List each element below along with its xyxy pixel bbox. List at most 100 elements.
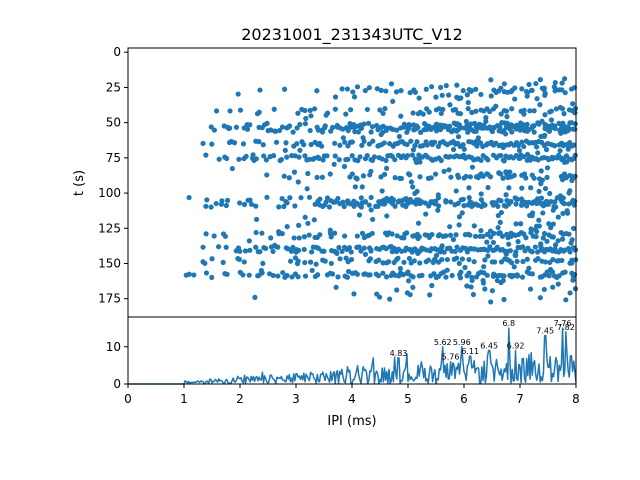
raster-point [410, 147, 417, 153]
raster-point [344, 86, 351, 92]
raster-point [487, 108, 493, 115]
raster-point [404, 290, 410, 296]
raster-point [462, 264, 468, 271]
raster-point [474, 139, 480, 145]
x-tick-label: 2 [236, 392, 244, 406]
raster-point [447, 102, 453, 108]
raster-point [203, 231, 209, 237]
raster-point [368, 207, 374, 213]
raster-point [526, 81, 532, 88]
raster-point [509, 129, 515, 135]
raster-point [517, 120, 524, 126]
raster-point [324, 153, 330, 159]
raster-point [420, 111, 426, 117]
raster-point [257, 87, 263, 93]
raster-point [381, 140, 387, 146]
raster-point [414, 188, 420, 195]
raster-point [454, 82, 460, 88]
raster-point [439, 243, 445, 249]
raster-point [357, 154, 363, 160]
raster-point [332, 94, 339, 100]
raster-point [519, 274, 526, 280]
raster-point [539, 118, 545, 124]
raster-point [500, 278, 506, 284]
raster-point [332, 140, 338, 146]
raster-point [270, 248, 276, 255]
raster-point [572, 105, 579, 112]
raster-point [267, 154, 273, 160]
raster-point [312, 201, 318, 207]
raster-point [378, 131, 384, 138]
raster-point [497, 124, 503, 130]
raster-point [203, 203, 209, 209]
raster-point [380, 270, 386, 276]
raster-point [553, 106, 559, 112]
raster-point [236, 156, 242, 162]
raster-point [247, 122, 253, 128]
raster-point [514, 258, 520, 265]
raster-point [504, 120, 510, 126]
raster-point [233, 124, 240, 130]
raster-point [295, 110, 301, 116]
raster-point [366, 141, 372, 147]
raster-point [304, 186, 310, 192]
raster-point [444, 256, 450, 263]
raster-point [296, 235, 302, 241]
raster-point [280, 270, 286, 276]
raster-point [203, 270, 210, 276]
raster-point [555, 214, 561, 220]
raster-point [204, 197, 210, 203]
raster-point [237, 248, 243, 254]
raster-point [361, 121, 367, 127]
x-tick-label: 0 [124, 392, 132, 406]
raster-point [568, 86, 575, 92]
raster-point [422, 200, 428, 206]
raster-point [538, 243, 544, 249]
raster-point [466, 195, 472, 201]
peak-label: 6.8 [502, 319, 515, 328]
raster-point [361, 245, 367, 251]
raster-point [498, 259, 505, 265]
raster-point [417, 260, 423, 266]
raster-point [396, 198, 402, 204]
raster-point [354, 233, 360, 239]
raster-point [359, 184, 365, 190]
raster-point [394, 287, 400, 293]
raster-point [466, 270, 472, 276]
raster-point [478, 191, 484, 197]
raster-point [572, 286, 579, 292]
raster-point [222, 233, 228, 239]
peak-label: 4.83 [390, 349, 408, 358]
raster-point [250, 152, 256, 158]
raster-point [543, 147, 550, 153]
raster-point [504, 231, 510, 237]
raster-point [557, 148, 563, 154]
raster-point [532, 199, 538, 206]
raster-point [302, 273, 309, 279]
raster-point [558, 130, 564, 136]
raster-point [512, 96, 518, 102]
raster-point [336, 244, 342, 251]
raster-point [555, 238, 561, 244]
raster-point [261, 153, 267, 159]
raster-point [406, 278, 412, 284]
raster-point [284, 223, 290, 230]
raster-point [447, 153, 453, 160]
raster-point [284, 125, 290, 131]
raster-point [495, 203, 501, 210]
raster-point [441, 124, 447, 130]
raster-point [433, 252, 440, 259]
raster-point [535, 150, 541, 156]
y-tick-label: 10 [106, 340, 121, 354]
raster-point [398, 113, 404, 119]
raster-point [460, 142, 466, 148]
raster-point [542, 185, 549, 192]
raster-point [459, 210, 465, 216]
raster-point [342, 139, 348, 145]
raster-point [443, 233, 449, 239]
raster-point [560, 195, 566, 201]
raster-point [424, 142, 430, 148]
raster-point [463, 173, 469, 180]
raster-point [339, 248, 345, 255]
raster-point [550, 284, 556, 290]
